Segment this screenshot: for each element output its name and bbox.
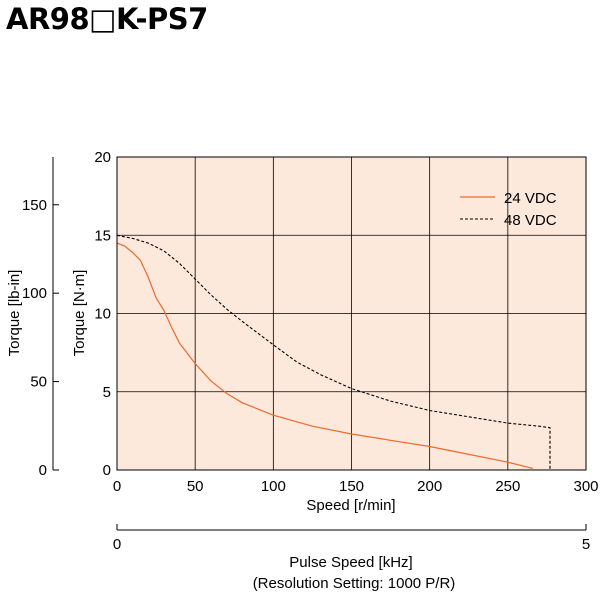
x-tick-label: 100 xyxy=(261,478,286,495)
y2-tick-label: 0 xyxy=(39,462,47,479)
y2-tick-label: 100 xyxy=(22,285,47,302)
x-tick-label: 300 xyxy=(573,478,598,495)
series-48vdc xyxy=(116,234,551,470)
y-tick-label: 15 xyxy=(94,227,111,244)
y2-axis-ticks: 0 50 100 150 xyxy=(22,197,59,479)
y-axis-label: Torque [N·m] xyxy=(71,270,88,357)
y2-tick-label: 150 xyxy=(22,197,47,214)
x-tick-label: 50 xyxy=(187,478,204,495)
x-tick-label: 250 xyxy=(495,478,520,495)
x2-axis-label: Pulse Speed [kHz] xyxy=(289,554,412,571)
y-tick-label: 0 xyxy=(103,462,111,479)
x2-axis-sublabel: (Resolution Setting: 1000 P/R) xyxy=(253,575,456,592)
legend-label-48vdc: 48 VDC xyxy=(504,212,557,229)
y-tick-label: 20 xyxy=(94,149,111,166)
x-tick-label: 200 xyxy=(417,478,442,495)
y2-tick-label: 50 xyxy=(30,374,47,391)
series-line-48vdc xyxy=(116,234,551,470)
page-title: AR98□K-PS7 xyxy=(6,2,208,36)
series-24vdc xyxy=(116,242,533,469)
x-tick-label: 150 xyxy=(339,478,364,495)
plot-frame xyxy=(116,156,587,471)
x2-tick-label: 0 xyxy=(113,536,121,553)
y-axis-ticks: 0 5 10 15 20 xyxy=(94,149,111,479)
x2-tick-label: 5 xyxy=(582,536,590,553)
y-tick-label: 10 xyxy=(94,306,111,323)
x-tick-label: 0 xyxy=(113,478,121,495)
y2-axis-label: Torque [lb-in] xyxy=(6,270,23,357)
x-axis-label: Speed [r/min] xyxy=(306,497,395,514)
x2-axis-ticks: 05101520253035 xyxy=(113,524,590,553)
y-tick-label: 5 xyxy=(103,384,111,401)
legend: 24 VDC 48 VDC xyxy=(460,190,557,229)
series-line-24vdc xyxy=(116,242,533,469)
grid xyxy=(117,157,586,470)
x-axis-ticks: 0 50 100 150 200 250 300 xyxy=(113,478,599,495)
legend-label-24vdc: 24 VDC xyxy=(504,190,557,207)
